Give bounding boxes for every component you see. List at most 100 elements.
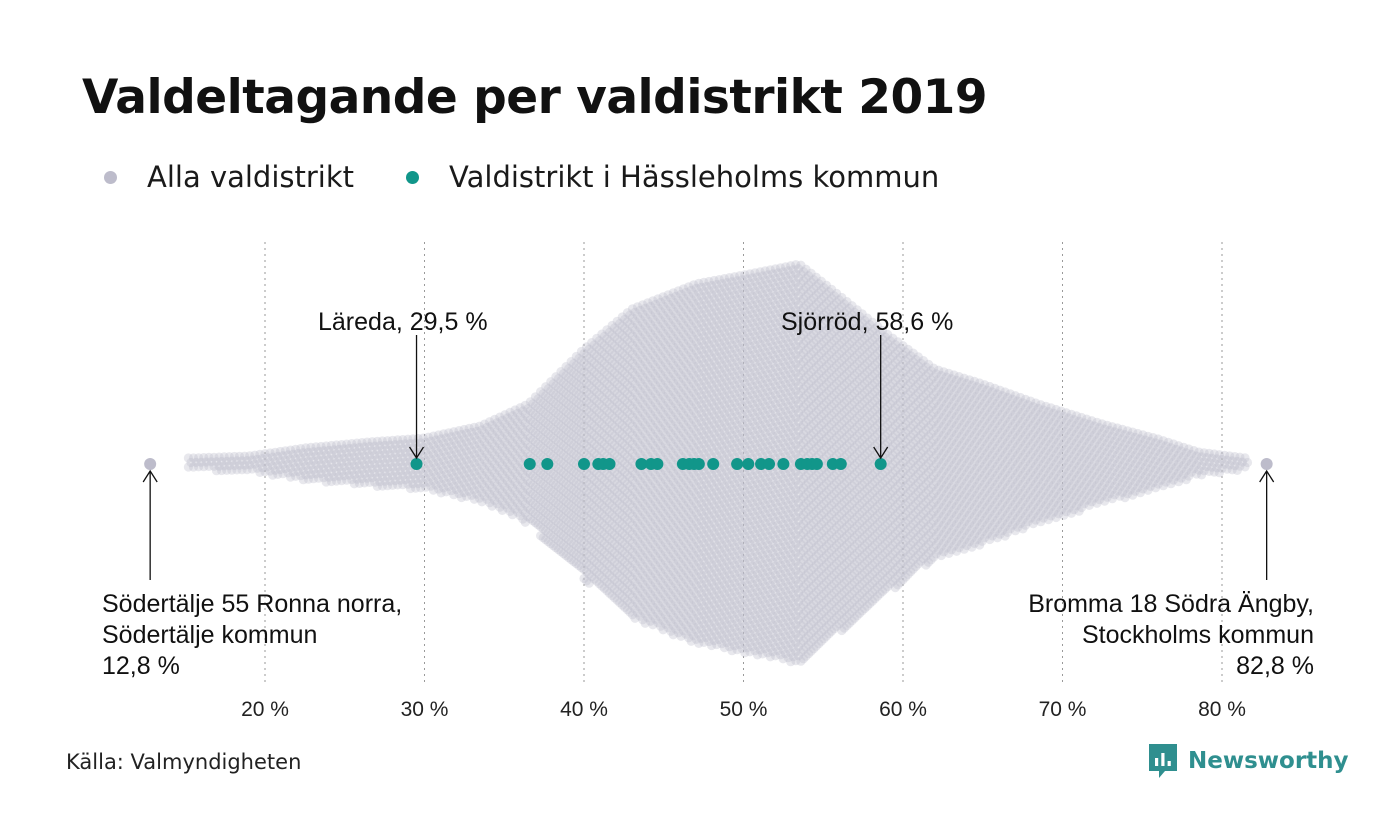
point-all: [548, 532, 559, 542]
point-all: [584, 479, 594, 489]
point-all: [285, 463, 296, 473]
point-all: [500, 491, 510, 501]
point-all: [548, 388, 559, 398]
point-all: [538, 434, 548, 444]
point-all: [587, 410, 597, 420]
point-all: [564, 490, 574, 500]
point-all: [543, 411, 553, 421]
point-all: [490, 477, 500, 487]
point-all: [497, 505, 507, 515]
point-all: [433, 439, 444, 449]
point-all: [354, 469, 364, 479]
point-all: [566, 357, 576, 367]
point-all: [194, 462, 204, 472]
point-all: [571, 405, 581, 416]
point-all: [564, 454, 574, 464]
point-all: [507, 465, 518, 475]
point-all: [324, 454, 334, 464]
point-all: [349, 479, 359, 489]
point-all: [495, 430, 505, 440]
point-all: [551, 390, 561, 400]
point-all: [439, 438, 449, 448]
point-all: [479, 482, 490, 492]
point-all: [582, 549, 592, 559]
x-tick-label-80: 80 %: [1198, 698, 1246, 721]
point-all: [339, 444, 349, 454]
point-all: [584, 578, 594, 588]
point-all: [301, 443, 311, 453]
point-all: [510, 495, 520, 505]
point-all: [564, 526, 574, 536]
point-all: [288, 458, 298, 468]
point-all: [576, 535, 587, 546]
point-all: [260, 467, 270, 477]
point-all: [530, 473, 541, 483]
point-all: [561, 551, 571, 561]
point-all: [587, 356, 597, 366]
point-all: [487, 456, 497, 466]
point-all: [510, 450, 520, 460]
point-all: [584, 551, 594, 561]
point-all: [566, 492, 576, 502]
point-all: [536, 468, 546, 478]
point-all: [553, 464, 564, 474]
point-all: [513, 435, 523, 445]
point-all: [574, 371, 584, 382]
point-all: [582, 504, 592, 514]
point-all: [495, 439, 505, 449]
point-all: [316, 441, 326, 452]
point-all: [268, 452, 278, 462]
point-all: [375, 477, 385, 487]
point-all: [541, 526, 551, 536]
point-all: [375, 468, 385, 478]
point-all: [520, 499, 530, 509]
point-all: [359, 469, 370, 479]
point-all: [551, 471, 561, 481]
point-all: [469, 485, 479, 495]
point-all: [359, 478, 370, 488]
point-all: [265, 448, 275, 458]
point-all: [385, 440, 395, 450]
point-all: [582, 378, 592, 388]
point-all: [263, 462, 273, 472]
point-all: [388, 471, 398, 481]
point-all: [219, 461, 229, 471]
point-all: [390, 449, 400, 459]
point-all: [559, 441, 569, 451]
point-all: [553, 500, 564, 510]
point-all: [594, 480, 604, 490]
point-all: [326, 449, 336, 460]
point-all: [482, 494, 492, 504]
point-all: [229, 460, 239, 471]
point-all: [579, 501, 589, 512]
point-all: [556, 484, 566, 494]
point-all: [492, 490, 502, 500]
point-all: [556, 385, 566, 395]
point-all: [564, 507, 574, 518]
point-all: [525, 451, 536, 461]
point-all: [234, 460, 245, 470]
point-all: [285, 445, 296, 455]
point-all: [569, 395, 579, 405]
point-all: [365, 468, 375, 478]
point-all: [548, 496, 559, 506]
point-all: [548, 487, 559, 497]
point-all: [433, 475, 444, 485]
point-all: [579, 510, 589, 521]
point-all: [576, 364, 587, 375]
point-all: [206, 457, 216, 467]
point-all: [561, 542, 571, 552]
point-all: [569, 449, 579, 459]
point-all: [561, 470, 571, 480]
point-all: [472, 480, 482, 490]
point-all: [273, 460, 283, 470]
point-all: [510, 468, 520, 478]
point-all: [525, 487, 536, 497]
point-all: [505, 434, 515, 444]
point-all: [459, 487, 469, 498]
point-all: [342, 439, 352, 449]
point-all: [559, 495, 569, 505]
point-all: [418, 433, 428, 443]
point-all: [518, 478, 528, 488]
point-all: [308, 447, 319, 457]
